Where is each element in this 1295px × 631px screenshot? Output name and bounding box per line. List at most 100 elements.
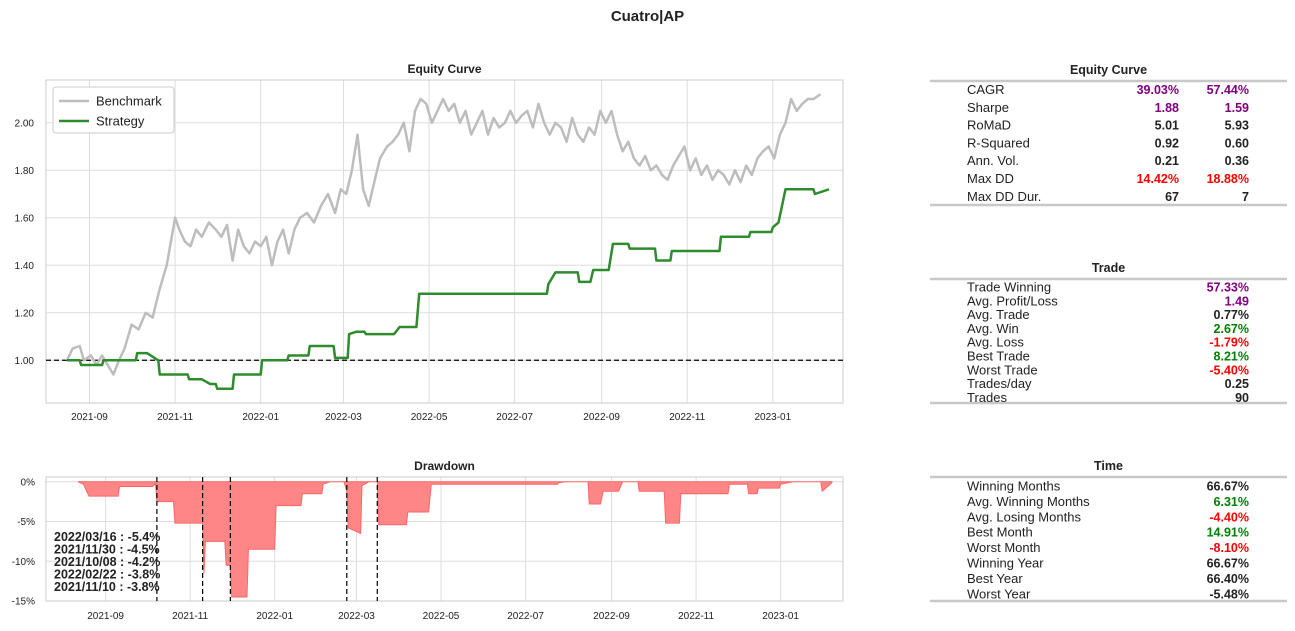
equity-stat-value-benchmark: 5.93 — [1225, 119, 1249, 133]
equity-stat-value-benchmark: 0.60 — [1225, 136, 1249, 150]
time-stat-value: -8.10% — [1209, 541, 1249, 555]
equity-x-tick-label: 2022-07 — [496, 412, 533, 423]
equity-stat-value-strategy: 14.42% — [1137, 172, 1179, 186]
drawdown-y-tick-label: -10% — [12, 557, 35, 568]
equity-x-tick-label: 2022-09 — [583, 412, 620, 423]
drawdown-plot-frame — [45, 476, 844, 602]
trade-stat-value: 1.49 — [1225, 294, 1249, 308]
equity-y-tick-label: 1.60 — [15, 213, 35, 224]
trade-stat-value: 90 — [1235, 391, 1249, 405]
equity-stat-value-benchmark: 7 — [1242, 190, 1249, 204]
equity-stat-value-strategy: 0.92 — [1155, 136, 1179, 150]
equity-x-tick-label: 2021-09 — [71, 412, 108, 423]
equity-y-tick-label: 1.40 — [15, 261, 35, 272]
time-stat-label: Worst Year — [967, 586, 1031, 601]
trade-stat-value: 0.25 — [1225, 377, 1249, 391]
equity-x-tick-label: 2022-05 — [411, 412, 448, 423]
time-stat-label: Winning Months — [967, 479, 1061, 494]
equity-x-tick-label: 2022-03 — [325, 412, 362, 423]
equity-stat-label: Sharpe — [967, 100, 1009, 115]
equity-table-title: Equity Curve — [1070, 63, 1147, 77]
equity-series-line-strategy — [67, 188, 830, 391]
drawdown-x-tick-label: 2022-05 — [423, 611, 460, 622]
equity-legend-label: Benchmark — [96, 94, 162, 109]
time-stat-value: 66.40% — [1207, 572, 1249, 586]
time-table-title: Time — [1094, 459, 1123, 473]
trade-stat-value: -5.40% — [1209, 363, 1249, 377]
trade-stat-value: 8.21% — [1214, 350, 1249, 364]
drawdown-annotation: 2022/03/16 : -5.4% — [54, 530, 160, 544]
equity-stat-value-benchmark: 18.88% — [1207, 172, 1249, 186]
time-stat-value: 66.67% — [1207, 480, 1249, 494]
trade-table-title: Trade — [1092, 261, 1125, 275]
equity-stat-value-strategy: 0.21 — [1155, 154, 1179, 168]
time-stat-label: Worst Month — [967, 540, 1040, 555]
figure-title: Cuatro|AP — [610, 8, 685, 25]
trade-stat-label: Best Trade — [967, 349, 1030, 364]
drawdown-annotation: 2021/11/30 : -4.5% — [54, 543, 160, 557]
drawdown-annotation: 2021/11/10 : -3.8% — [54, 580, 160, 594]
equity-stat-value-benchmark: 57.44% — [1207, 83, 1249, 97]
drawdown-x-tick-label: 2022-11 — [678, 611, 714, 622]
equity-y-tick-label: 1.80 — [15, 166, 35, 177]
drawdown-x-tick-label: 2021-09 — [87, 611, 124, 622]
trade-stat-label: Trade Winning — [967, 280, 1051, 295]
time-stat-value: -5.48% — [1209, 587, 1249, 601]
equity-y-tick-label: 1.00 — [15, 356, 35, 367]
equity-series-line-benchmark — [65, 93, 822, 376]
time-stat-value: 6.31% — [1214, 495, 1249, 509]
time-stat-label: Best Month — [967, 525, 1033, 540]
equity-x-tick-label: 2021-11 — [157, 412, 193, 423]
equity-x-tick-label: 2023-01 — [754, 412, 791, 423]
equity-stat-value-strategy: 1.88 — [1155, 101, 1179, 115]
trade-stat-value: 57.33% — [1207, 281, 1249, 295]
drawdown-x-tick-label: 2021-11 — [172, 611, 208, 622]
equity-stat-label: RoMaD — [967, 118, 1011, 133]
trade-stat-value: 2.67% — [1214, 322, 1249, 336]
time-stat-value: 66.67% — [1207, 557, 1249, 571]
equity-stat-label: Max DD — [967, 171, 1014, 186]
drawdown-x-tick-label: 2023-01 — [762, 611, 799, 622]
drawdown-y-tick-label: -15% — [12, 597, 35, 608]
equity-stat-value-strategy: 67 — [1165, 190, 1179, 204]
equity-x-tick-label: 2022-01 — [242, 412, 279, 423]
trade-stat-value: 0.77% — [1214, 308, 1249, 322]
drawdown-chart-title: Drawdown — [414, 459, 475, 473]
trade-stat-label: Avg. Loss — [967, 335, 1024, 350]
drawdown-annotation: 2022/02/22 : -3.8% — [54, 568, 160, 582]
equity-stat-label: Max DD Dur. — [967, 189, 1041, 204]
trade-stat-value: -1.79% — [1209, 336, 1249, 350]
equity-x-tick-label: 2022-11 — [669, 412, 705, 423]
equity-y-tick-label: 2.00 — [15, 118, 35, 129]
equity-stat-value-strategy: 39.03% — [1137, 83, 1179, 97]
time-stat-value: -4.40% — [1209, 510, 1249, 524]
equity-stat-value-strategy: 5.01 — [1155, 119, 1179, 133]
drawdown-annotation: 2021/10/08 : -4.2% — [54, 555, 160, 569]
equity-stat-label: Ann. Vol. — [967, 153, 1019, 168]
time-stat-value: 14.91% — [1207, 526, 1249, 540]
equity-stat-label: R-Squared — [967, 135, 1030, 150]
drawdown-x-tick-label: 2022-07 — [507, 611, 544, 622]
drawdown-y-tick-label: -5% — [17, 517, 35, 528]
trade-stat-label: Avg. Win — [967, 321, 1019, 336]
time-stat-label: Winning Year — [967, 556, 1044, 571]
time-stat-label: Avg. Winning Months — [967, 494, 1090, 509]
equity-stat-value-benchmark: 1.59 — [1225, 101, 1249, 115]
equity-stat-value-benchmark: 0.36 — [1225, 154, 1249, 168]
equity-plot-frame — [45, 79, 844, 404]
equity-legend-label: Strategy — [96, 114, 145, 129]
drawdown-y-tick-label: 0% — [21, 477, 36, 488]
equity-chart-title: Equity Curve — [407, 62, 481, 76]
trade-stat-label: Trades/day — [967, 376, 1032, 391]
drawdown-area — [77, 481, 833, 598]
equity-y-tick-label: 1.20 — [15, 308, 35, 319]
trade-stat-label: Avg. Trade — [967, 307, 1030, 322]
drawdown-x-tick-label: 2022-03 — [338, 611, 375, 622]
trade-stat-label: Avg. Profit/Loss — [967, 293, 1058, 308]
drawdown-x-tick-label: 2022-09 — [593, 611, 630, 622]
trade-stat-label: Trades — [967, 390, 1007, 405]
time-stat-label: Best Year — [967, 571, 1023, 586]
equity-stat-label: CAGR — [967, 82, 1005, 97]
